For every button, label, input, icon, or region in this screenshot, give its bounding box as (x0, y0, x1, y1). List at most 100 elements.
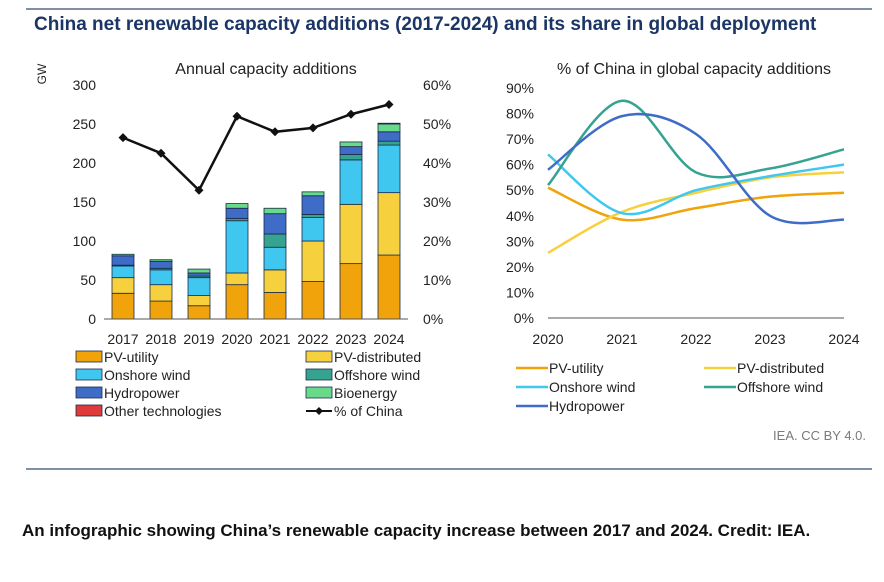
bar-pv-utility-2019 (187, 305, 211, 320)
bar-pv-utility-2023 (339, 263, 363, 320)
bar-hydropower-2017 (111, 255, 135, 266)
bar-offshore-wind-2022 (301, 214, 325, 218)
bar-bioenergy-2019 (187, 268, 211, 274)
y-tick-label: 250 (73, 116, 97, 132)
bar-hydropower-2020 (225, 207, 249, 219)
bar-offshore-wind-2023 (339, 154, 363, 161)
line-hydropower (547, 112, 845, 225)
legend-label-pv-distributed: PV-distributed (334, 349, 421, 365)
bar-pv-distributed-2023 (339, 203, 363, 265)
y-tick-label: 50 (80, 272, 96, 288)
bar-onshore-wind-2024 (377, 144, 401, 194)
figure-title: China net renewable capacity additions (… (34, 14, 817, 35)
bar-onshore-wind-2021 (263, 246, 287, 271)
bar-pv-distributed-2024 (377, 192, 401, 256)
legend-label-onshore-wind: Onshore wind (104, 367, 190, 383)
x-tick-label: 2019 (183, 331, 214, 347)
y-tick-label: 200 (73, 155, 97, 171)
bar-pv-distributed-2018 (149, 284, 173, 302)
china-share-line (122, 103, 390, 193)
annual-additions-svg: Annual capacity additions GW 0 50 100 150 200 2… (35, 61, 451, 419)
x-tick-label: 2024 (373, 331, 404, 347)
legend-label-pv-utility: PV-utility (549, 360, 603, 376)
china-share-marker-2017 (118, 133, 128, 143)
bar-hydropower-2021 (263, 213, 287, 235)
y2-tick-label: 0% (423, 311, 443, 327)
bar-pv-distributed-2019 (187, 295, 211, 307)
bar-pv-distributed-2020 (225, 272, 249, 286)
left-chart-title: Annual capacity additions (175, 61, 356, 78)
bar-hydropower-2024 (377, 131, 401, 142)
china-share-marker-2018 (156, 148, 166, 158)
bar-other-technologies-2024 (377, 122, 401, 125)
y2-tick-label: 30% (423, 194, 451, 210)
y-tick-label: 90% (506, 80, 534, 96)
china-share-marker-2019 (194, 185, 204, 195)
bar-hydropower-2023 (339, 146, 363, 155)
line-offshore-wind (547, 99, 845, 186)
china-share-marker-2020 (232, 111, 242, 121)
x-tick-label: 2017 (107, 331, 138, 347)
x-tick-label: 2021 (606, 331, 637, 347)
y2-tick-label: 20% (423, 233, 451, 249)
bar-bioenergy-2017 (111, 253, 135, 257)
bar-hydropower-2022 (301, 195, 325, 215)
top-rule (26, 8, 872, 10)
y-tick-label: 0 (88, 311, 96, 327)
x-tick-label: 2023 (335, 331, 366, 347)
credit-text: IEA. CC BY 4.0. (773, 428, 866, 443)
x-tick-label: 2023 (754, 331, 785, 347)
right-chart-title: % of China in global capacity additions (557, 61, 831, 78)
bar-pv-utility-2022 (301, 281, 325, 320)
legend-label-bioenergy: Bioenergy (334, 385, 397, 401)
legend-swatch-onshore-wind (75, 368, 103, 381)
legend-label-other-technologies: Other technologies (104, 403, 222, 419)
legend-label-offshore-wind: Offshore wind (737, 379, 823, 395)
bar-onshore-wind-2019 (187, 277, 211, 297)
bar-bioenergy-2023 (339, 141, 363, 148)
legend-swatch-pv-distributed (305, 350, 333, 363)
y-tick-label: 50% (506, 182, 534, 198)
china-share-marker-2024 (384, 100, 394, 109)
y-tick-label: 60% (506, 157, 534, 173)
legend-swatch-offshore-wind (305, 368, 333, 381)
x-tick-label: 2020 (532, 331, 563, 347)
bar-bioenergy-2021 (263, 207, 287, 215)
legend-label-onshore-wind: Onshore wind (549, 379, 635, 395)
bar-offshore-wind-2024 (377, 140, 401, 146)
bar-onshore-wind-2022 (301, 217, 325, 242)
bar-onshore-wind-2020 (225, 220, 249, 274)
bar-onshore-wind-2017 (111, 265, 135, 279)
legend-label-hydropower: Hydropower (549, 398, 625, 414)
bar-bioenergy-2022 (301, 191, 325, 197)
bar-onshore-wind-2018 (149, 269, 173, 286)
bar-pv-utility-2024 (377, 254, 401, 320)
bottom-rule (26, 468, 872, 470)
x-tick-label: 2022 (680, 331, 711, 347)
y-tick-label: 100 (73, 233, 97, 249)
line-pv-utility (547, 186, 845, 222)
y-tick-label: 30% (506, 233, 534, 249)
y-tick-label: 40% (506, 208, 534, 224)
bar-pv-distributed-2021 (263, 269, 287, 293)
y-tick-label: 20% (506, 259, 534, 275)
y-tick-label: 0% (514, 310, 534, 326)
bar-hydropower-2019 (187, 272, 211, 277)
bar-pv-utility-2018 (149, 300, 173, 320)
x-tick-label: 2018 (145, 331, 176, 347)
y-tick-label: 10% (506, 284, 534, 300)
bar-pv-utility-2017 (111, 292, 135, 320)
legend-label-of-china: % of China (334, 403, 403, 419)
bar-offshore-wind-2021 (263, 233, 287, 248)
legend-swatch-other-technologies (75, 404, 103, 417)
line-pv-distributed (547, 171, 845, 254)
bar-pv-utility-2020 (225, 284, 249, 320)
legend-swatch-pv-utility (75, 350, 103, 363)
figure-caption: An infographic showing China’s renewable… (22, 521, 811, 540)
x-tick-label: 2024 (828, 331, 859, 347)
y2-tick-label: 50% (423, 116, 451, 132)
bar-bioenergy-2020 (225, 203, 249, 209)
x-tick-label: 2020 (221, 331, 252, 347)
y2-tick-label: 40% (423, 155, 451, 171)
annual-additions-chart: Annual capacity additions GW 0 50 100 150 200 2… (26, 52, 456, 432)
